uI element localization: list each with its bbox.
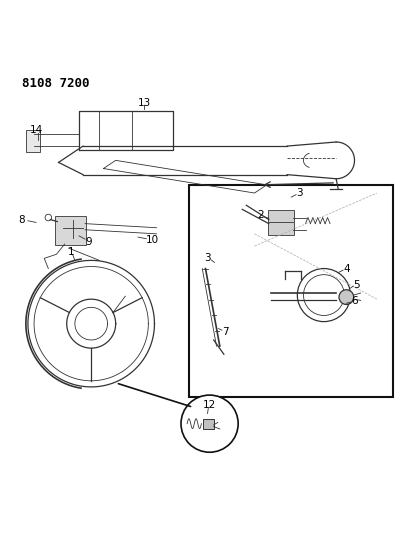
Text: 3: 3 bbox=[204, 253, 211, 263]
Circle shape bbox=[45, 214, 52, 221]
Circle shape bbox=[297, 269, 351, 321]
Text: 5: 5 bbox=[353, 280, 360, 290]
FancyBboxPatch shape bbox=[55, 216, 86, 245]
Text: 8108 7200: 8108 7200 bbox=[22, 77, 89, 90]
Text: 1: 1 bbox=[67, 247, 74, 257]
Text: 12: 12 bbox=[203, 400, 216, 410]
Circle shape bbox=[339, 290, 354, 304]
Text: 4: 4 bbox=[343, 263, 350, 273]
FancyBboxPatch shape bbox=[268, 210, 295, 235]
Text: 7: 7 bbox=[222, 327, 229, 337]
Text: 3: 3 bbox=[296, 188, 303, 198]
Text: 14: 14 bbox=[30, 125, 43, 135]
Circle shape bbox=[303, 274, 344, 316]
Text: 13: 13 bbox=[138, 98, 151, 108]
Bar bbox=[189, 185, 393, 397]
Text: 9: 9 bbox=[86, 237, 92, 247]
Text: 8: 8 bbox=[18, 215, 25, 224]
FancyBboxPatch shape bbox=[203, 419, 215, 429]
FancyBboxPatch shape bbox=[26, 130, 40, 152]
Text: 10: 10 bbox=[146, 235, 159, 245]
Text: 2: 2 bbox=[257, 211, 264, 221]
Text: 6: 6 bbox=[351, 296, 358, 306]
Circle shape bbox=[181, 395, 238, 452]
